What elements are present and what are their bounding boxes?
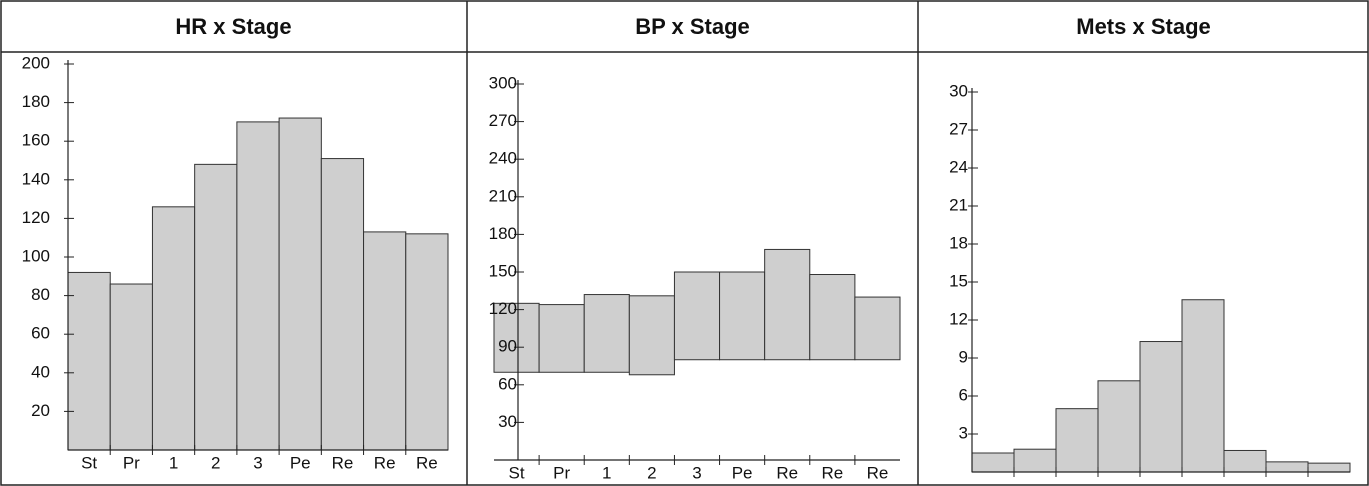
y-tick-label: 180 <box>22 92 50 111</box>
bar <box>151 206 196 451</box>
y-tick-label: 30 <box>949 81 968 100</box>
y-tick-label: 80 <box>31 285 50 304</box>
bar <box>1139 341 1183 473</box>
y-tick-label: 15 <box>949 271 968 290</box>
y-tick-label: 24 <box>949 157 968 176</box>
range-bar <box>493 302 540 373</box>
bar <box>320 158 365 451</box>
y-tick-label: 300 <box>489 73 517 92</box>
y-tick-label: 9 <box>959 347 968 366</box>
bar <box>1013 448 1057 473</box>
range-bar <box>719 271 766 361</box>
x-tick-label: 1 <box>602 463 611 482</box>
y-tick-label: 100 <box>22 246 50 265</box>
y-tick-label: 210 <box>489 186 517 205</box>
y-tick-label: 120 <box>489 299 517 318</box>
x-tick-label: Re <box>416 453 438 472</box>
x-tick-label: St <box>81 453 97 472</box>
y-tick-label: 200 <box>22 53 50 72</box>
chart-title: Mets x Stage <box>1076 14 1211 39</box>
y-tick-label: 20 <box>31 401 50 420</box>
x-tick-label: Pr <box>553 463 570 482</box>
y-tick-label: 27 <box>949 119 968 138</box>
chart-title: BP x Stage <box>635 14 750 39</box>
x-tick-label: Pe <box>732 463 753 482</box>
x-tick-label: Re <box>776 463 798 482</box>
y-tick-label: 140 <box>22 169 50 188</box>
x-tick-label: 3 <box>692 463 701 482</box>
y-tick-label: 60 <box>31 324 50 343</box>
range-bar <box>673 271 721 361</box>
bar <box>109 283 153 451</box>
bar <box>1181 299 1225 473</box>
range-bar <box>854 296 901 361</box>
range-bar <box>809 274 856 361</box>
y-tick-label: 90 <box>498 337 517 356</box>
y-tick-label: 180 <box>489 224 517 243</box>
bar <box>971 452 1015 473</box>
bar <box>1055 408 1099 473</box>
x-tick-label: St <box>509 463 525 482</box>
bar <box>67 271 111 451</box>
chart-title: HR x Stage <box>175 14 291 39</box>
x-tick-label: 2 <box>211 453 220 472</box>
x-tick-label: Re <box>374 453 396 472</box>
bar <box>194 163 238 451</box>
x-tick-label: 1 <box>169 453 178 472</box>
y-tick-label: 12 <box>949 309 968 328</box>
x-tick-label: Pr <box>123 453 140 472</box>
y-tick-label: 21 <box>949 195 968 214</box>
bar <box>1223 449 1267 473</box>
y-tick-label: 270 <box>489 111 517 130</box>
bar <box>1307 462 1351 473</box>
y-tick-label: 3 <box>959 423 968 442</box>
y-tick-label: 18 <box>949 233 968 252</box>
x-tick-label: Re <box>867 463 889 482</box>
y-tick-label: 60 <box>498 374 517 393</box>
range-bar <box>764 248 811 361</box>
x-tick-label: Re <box>821 463 843 482</box>
y-tick-label: 120 <box>22 208 50 227</box>
y-tick-label: 240 <box>489 149 517 168</box>
y-tick-label: 6 <box>959 385 968 404</box>
bar <box>363 231 407 451</box>
x-tick-label: Re <box>332 453 354 472</box>
x-tick-label: 3 <box>253 453 262 472</box>
bar <box>236 121 280 451</box>
bar <box>278 117 322 451</box>
bar <box>1097 380 1141 473</box>
y-tick-label: 40 <box>31 362 50 381</box>
y-tick-label: 150 <box>489 261 517 280</box>
bar <box>405 233 449 451</box>
y-tick-label: 160 <box>22 131 50 150</box>
bar <box>1265 461 1309 473</box>
range-bar <box>583 294 630 373</box>
range-bar <box>538 304 585 373</box>
x-tick-label: 2 <box>647 463 656 482</box>
range-bar <box>628 295 675 376</box>
x-tick-label: Pe <box>290 453 311 472</box>
y-tick-label: 30 <box>498 412 517 431</box>
